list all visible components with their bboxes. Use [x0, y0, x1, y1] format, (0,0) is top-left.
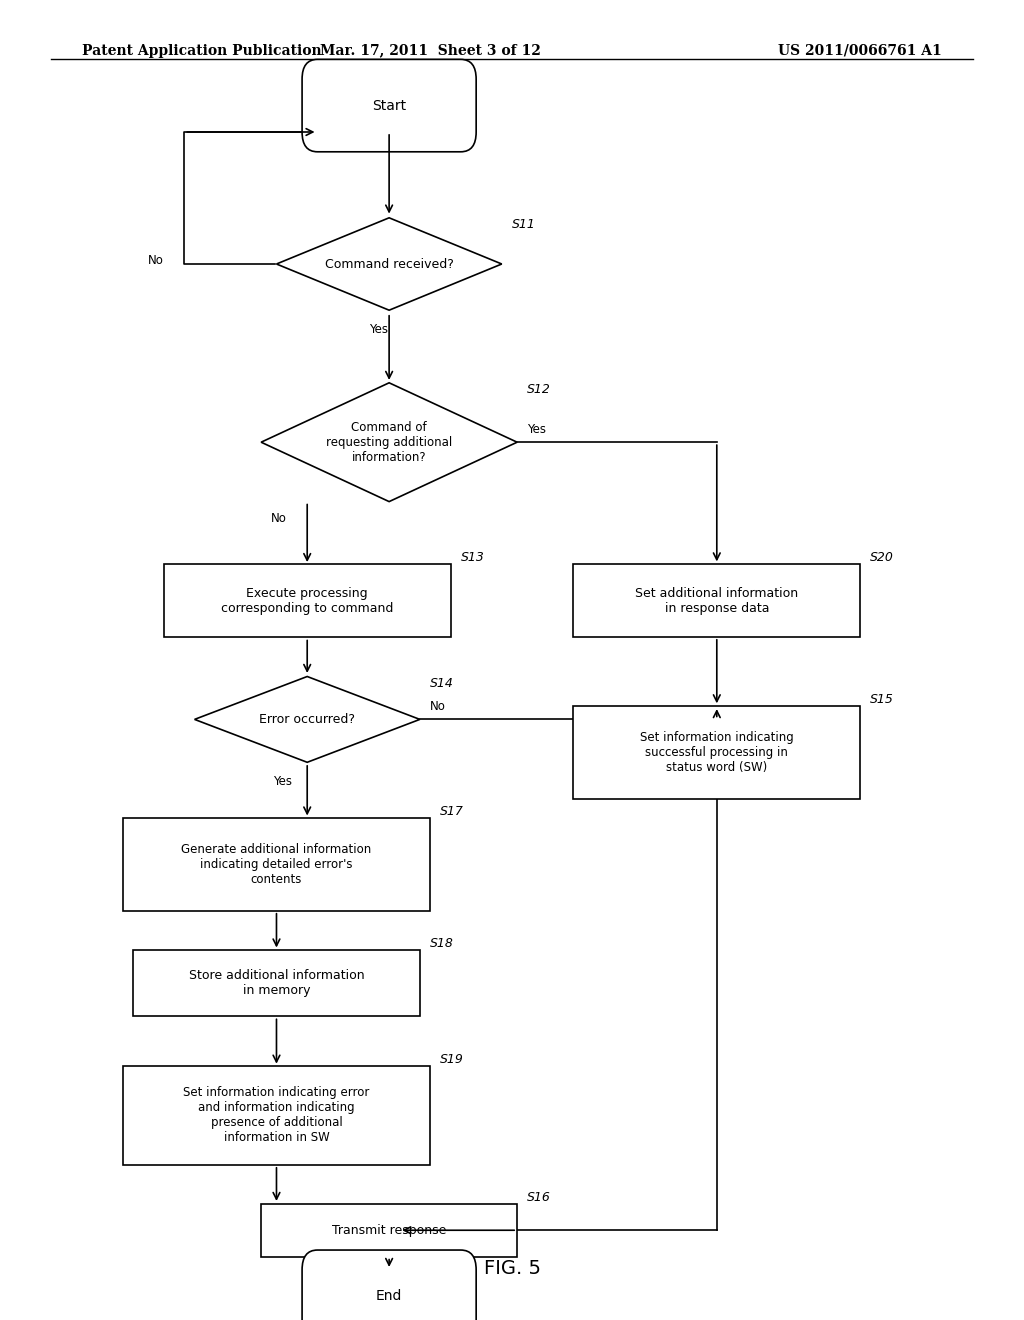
FancyBboxPatch shape — [302, 59, 476, 152]
Text: S18: S18 — [430, 937, 454, 950]
Text: S19: S19 — [440, 1053, 464, 1067]
Text: Yes: Yes — [527, 422, 547, 436]
Bar — [133, 950, 420, 1016]
Text: No: No — [147, 253, 164, 267]
Text: Error occurred?: Error occurred? — [259, 713, 355, 726]
Text: S13: S13 — [461, 552, 484, 565]
Text: S12: S12 — [527, 383, 551, 396]
Text: No: No — [430, 700, 446, 713]
Text: S15: S15 — [870, 693, 894, 706]
Text: Patent Application Publication: Patent Application Publication — [82, 44, 322, 58]
Text: Set additional information
in response data: Set additional information in response d… — [635, 586, 799, 615]
Text: S11: S11 — [512, 218, 536, 231]
Text: Store additional information
in memory: Store additional information in memory — [188, 969, 365, 998]
Text: Yes: Yes — [369, 323, 388, 337]
Bar — [123, 818, 430, 911]
Bar — [261, 1204, 517, 1257]
Text: FIG. 5: FIG. 5 — [483, 1259, 541, 1278]
Bar — [123, 1067, 430, 1166]
Text: Transmit response: Transmit response — [332, 1224, 446, 1237]
FancyBboxPatch shape — [302, 1250, 476, 1320]
Text: S16: S16 — [527, 1191, 551, 1204]
Text: Set information indicating
successful processing in
status word (SW): Set information indicating successful pr… — [640, 731, 794, 774]
Text: Command of
requesting additional
information?: Command of requesting additional informa… — [326, 421, 453, 463]
Text: US 2011/0066761 A1: US 2011/0066761 A1 — [778, 44, 942, 58]
Text: S20: S20 — [870, 552, 894, 565]
Text: Yes: Yes — [272, 775, 292, 788]
Text: End: End — [376, 1290, 402, 1303]
Text: Mar. 17, 2011  Sheet 3 of 12: Mar. 17, 2011 Sheet 3 of 12 — [319, 44, 541, 58]
Text: S17: S17 — [440, 805, 464, 818]
Text: Execute processing
corresponding to command: Execute processing corresponding to comm… — [221, 586, 393, 615]
Polygon shape — [276, 218, 502, 310]
Text: Generate additional information
indicating detailed error's
contents: Generate additional information indicati… — [181, 843, 372, 886]
Text: Set information indicating error
and information indicating
presence of addition: Set information indicating error and inf… — [183, 1086, 370, 1144]
Bar — [573, 564, 860, 636]
Text: Command received?: Command received? — [325, 257, 454, 271]
Text: No: No — [270, 512, 287, 525]
Polygon shape — [261, 383, 517, 502]
Bar — [164, 564, 451, 636]
Polygon shape — [195, 676, 420, 763]
Bar — [573, 706, 860, 799]
Text: S14: S14 — [430, 677, 454, 689]
Text: Start: Start — [372, 99, 407, 112]
